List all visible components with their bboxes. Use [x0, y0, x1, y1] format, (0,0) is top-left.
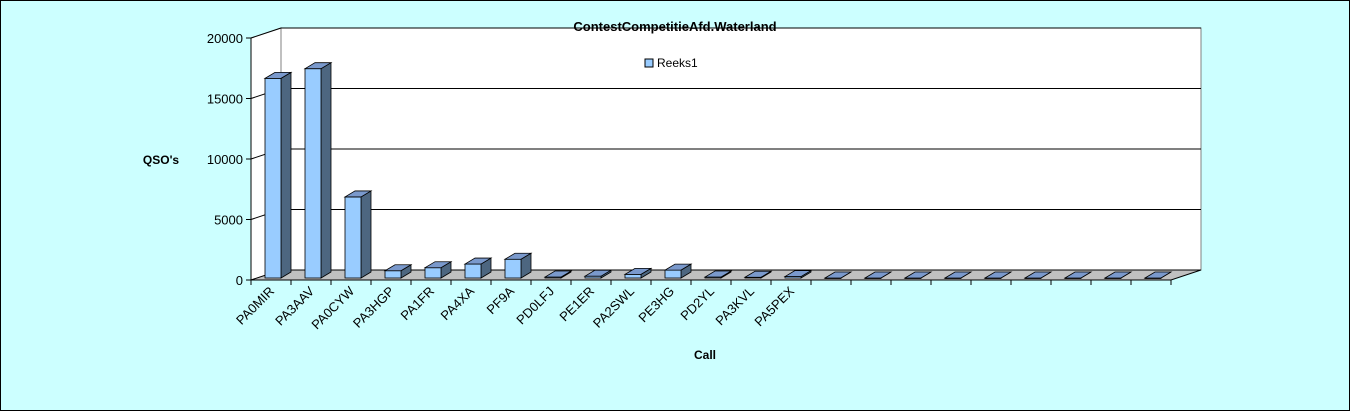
- bar-top: [463, 257, 493, 265]
- bar-front: [304, 68, 322, 279]
- bar-front: [504, 258, 522, 279]
- x-tick-label: PA3HGP: [350, 284, 397, 331]
- bar: [423, 261, 453, 279]
- x-tick-label: PA0MIR: [233, 284, 277, 328]
- x-tick-label: PF9A: [484, 283, 518, 317]
- bar-top: [1143, 271, 1173, 279]
- bar-top: [863, 271, 893, 279]
- legend: Reeks1: [644, 56, 698, 70]
- bar: [1063, 271, 1093, 279]
- bar-top: [263, 71, 293, 79]
- bar-top: [383, 264, 413, 272]
- bar-front: [424, 267, 442, 279]
- plot-walls: [250, 27, 1202, 281]
- bar: [263, 71, 293, 279]
- bar-top: [423, 261, 453, 269]
- x-tick-label: PD2YL: [677, 284, 717, 324]
- bars: [263, 61, 1173, 279]
- bar: [583, 269, 613, 279]
- y-axis-label: QSO's: [143, 153, 180, 167]
- bar-front: [664, 269, 682, 279]
- bar: [743, 270, 773, 279]
- x-tick-label: PA1FR: [398, 284, 438, 324]
- bar: [983, 271, 1013, 279]
- bar-top: [543, 270, 573, 278]
- bar-top: [303, 62, 333, 70]
- bar: [903, 271, 933, 279]
- bar: [1103, 271, 1133, 279]
- bar-top: [943, 271, 973, 279]
- bar: [503, 252, 533, 279]
- bar: [303, 61, 333, 279]
- legend-swatch: [644, 58, 654, 68]
- bar: [823, 271, 853, 279]
- bar-top: [1063, 271, 1093, 279]
- bar-top: [583, 269, 613, 277]
- bar: [383, 264, 413, 279]
- bar-top: [743, 270, 773, 278]
- chart-title: ContestCompetitieAfd.Waterland: [573, 19, 776, 34]
- bar: [1143, 271, 1173, 279]
- y-tick-label: 10000: [207, 152, 243, 167]
- bar-top: [343, 190, 373, 198]
- bar: [863, 271, 893, 279]
- bar: [343, 190, 373, 279]
- bar-front: [464, 263, 482, 279]
- bar: [543, 270, 573, 279]
- bar-top: [623, 267, 653, 275]
- bar-side: [320, 61, 332, 279]
- y-tick-label: 5000: [214, 213, 243, 228]
- x-tick-label: PA4XA: [438, 283, 478, 323]
- bar: [943, 271, 973, 279]
- bar-side: [360, 190, 372, 279]
- x-tick-label: PD0LFJ: [513, 284, 557, 328]
- bar: [703, 270, 733, 279]
- bar: [783, 269, 813, 279]
- x-tick-label: PA2SWL: [590, 284, 637, 331]
- bar-top: [903, 271, 933, 279]
- bar: [623, 267, 653, 279]
- bar-front: [344, 196, 362, 279]
- y-tick-label: 0: [236, 273, 243, 288]
- bar-top: [1023, 271, 1053, 279]
- bar-top: [823, 271, 853, 279]
- bar-top: [783, 270, 813, 277]
- y-axis-ticks: 0 5000 10000 15000 20000: [207, 31, 252, 288]
- bar-top: [1103, 271, 1133, 279]
- x-axis-label: Call: [694, 348, 716, 362]
- x-tick-label: PA0CYW: [308, 283, 357, 332]
- legend-label: Reeks1: [657, 56, 698, 70]
- x-tick-label: PE3HG: [635, 284, 677, 326]
- bar-top: [983, 271, 1013, 279]
- bar-side: [280, 71, 292, 279]
- bar-front: [384, 270, 402, 279]
- bar-top: [663, 263, 693, 271]
- bar: [463, 257, 493, 279]
- gridline: [250, 27, 1201, 39]
- bar-top: [703, 270, 733, 278]
- bar: [663, 263, 693, 279]
- bar-front: [624, 273, 642, 279]
- x-tick-label: PA3KVL: [712, 284, 757, 329]
- y-tick-label: 15000: [207, 92, 243, 107]
- bar-top: [503, 252, 533, 260]
- bar: [1023, 271, 1053, 279]
- x-tick-label: PA5PEX: [751, 283, 797, 329]
- y-tick-label: 20000: [207, 31, 243, 46]
- bar-front: [264, 77, 282, 279]
